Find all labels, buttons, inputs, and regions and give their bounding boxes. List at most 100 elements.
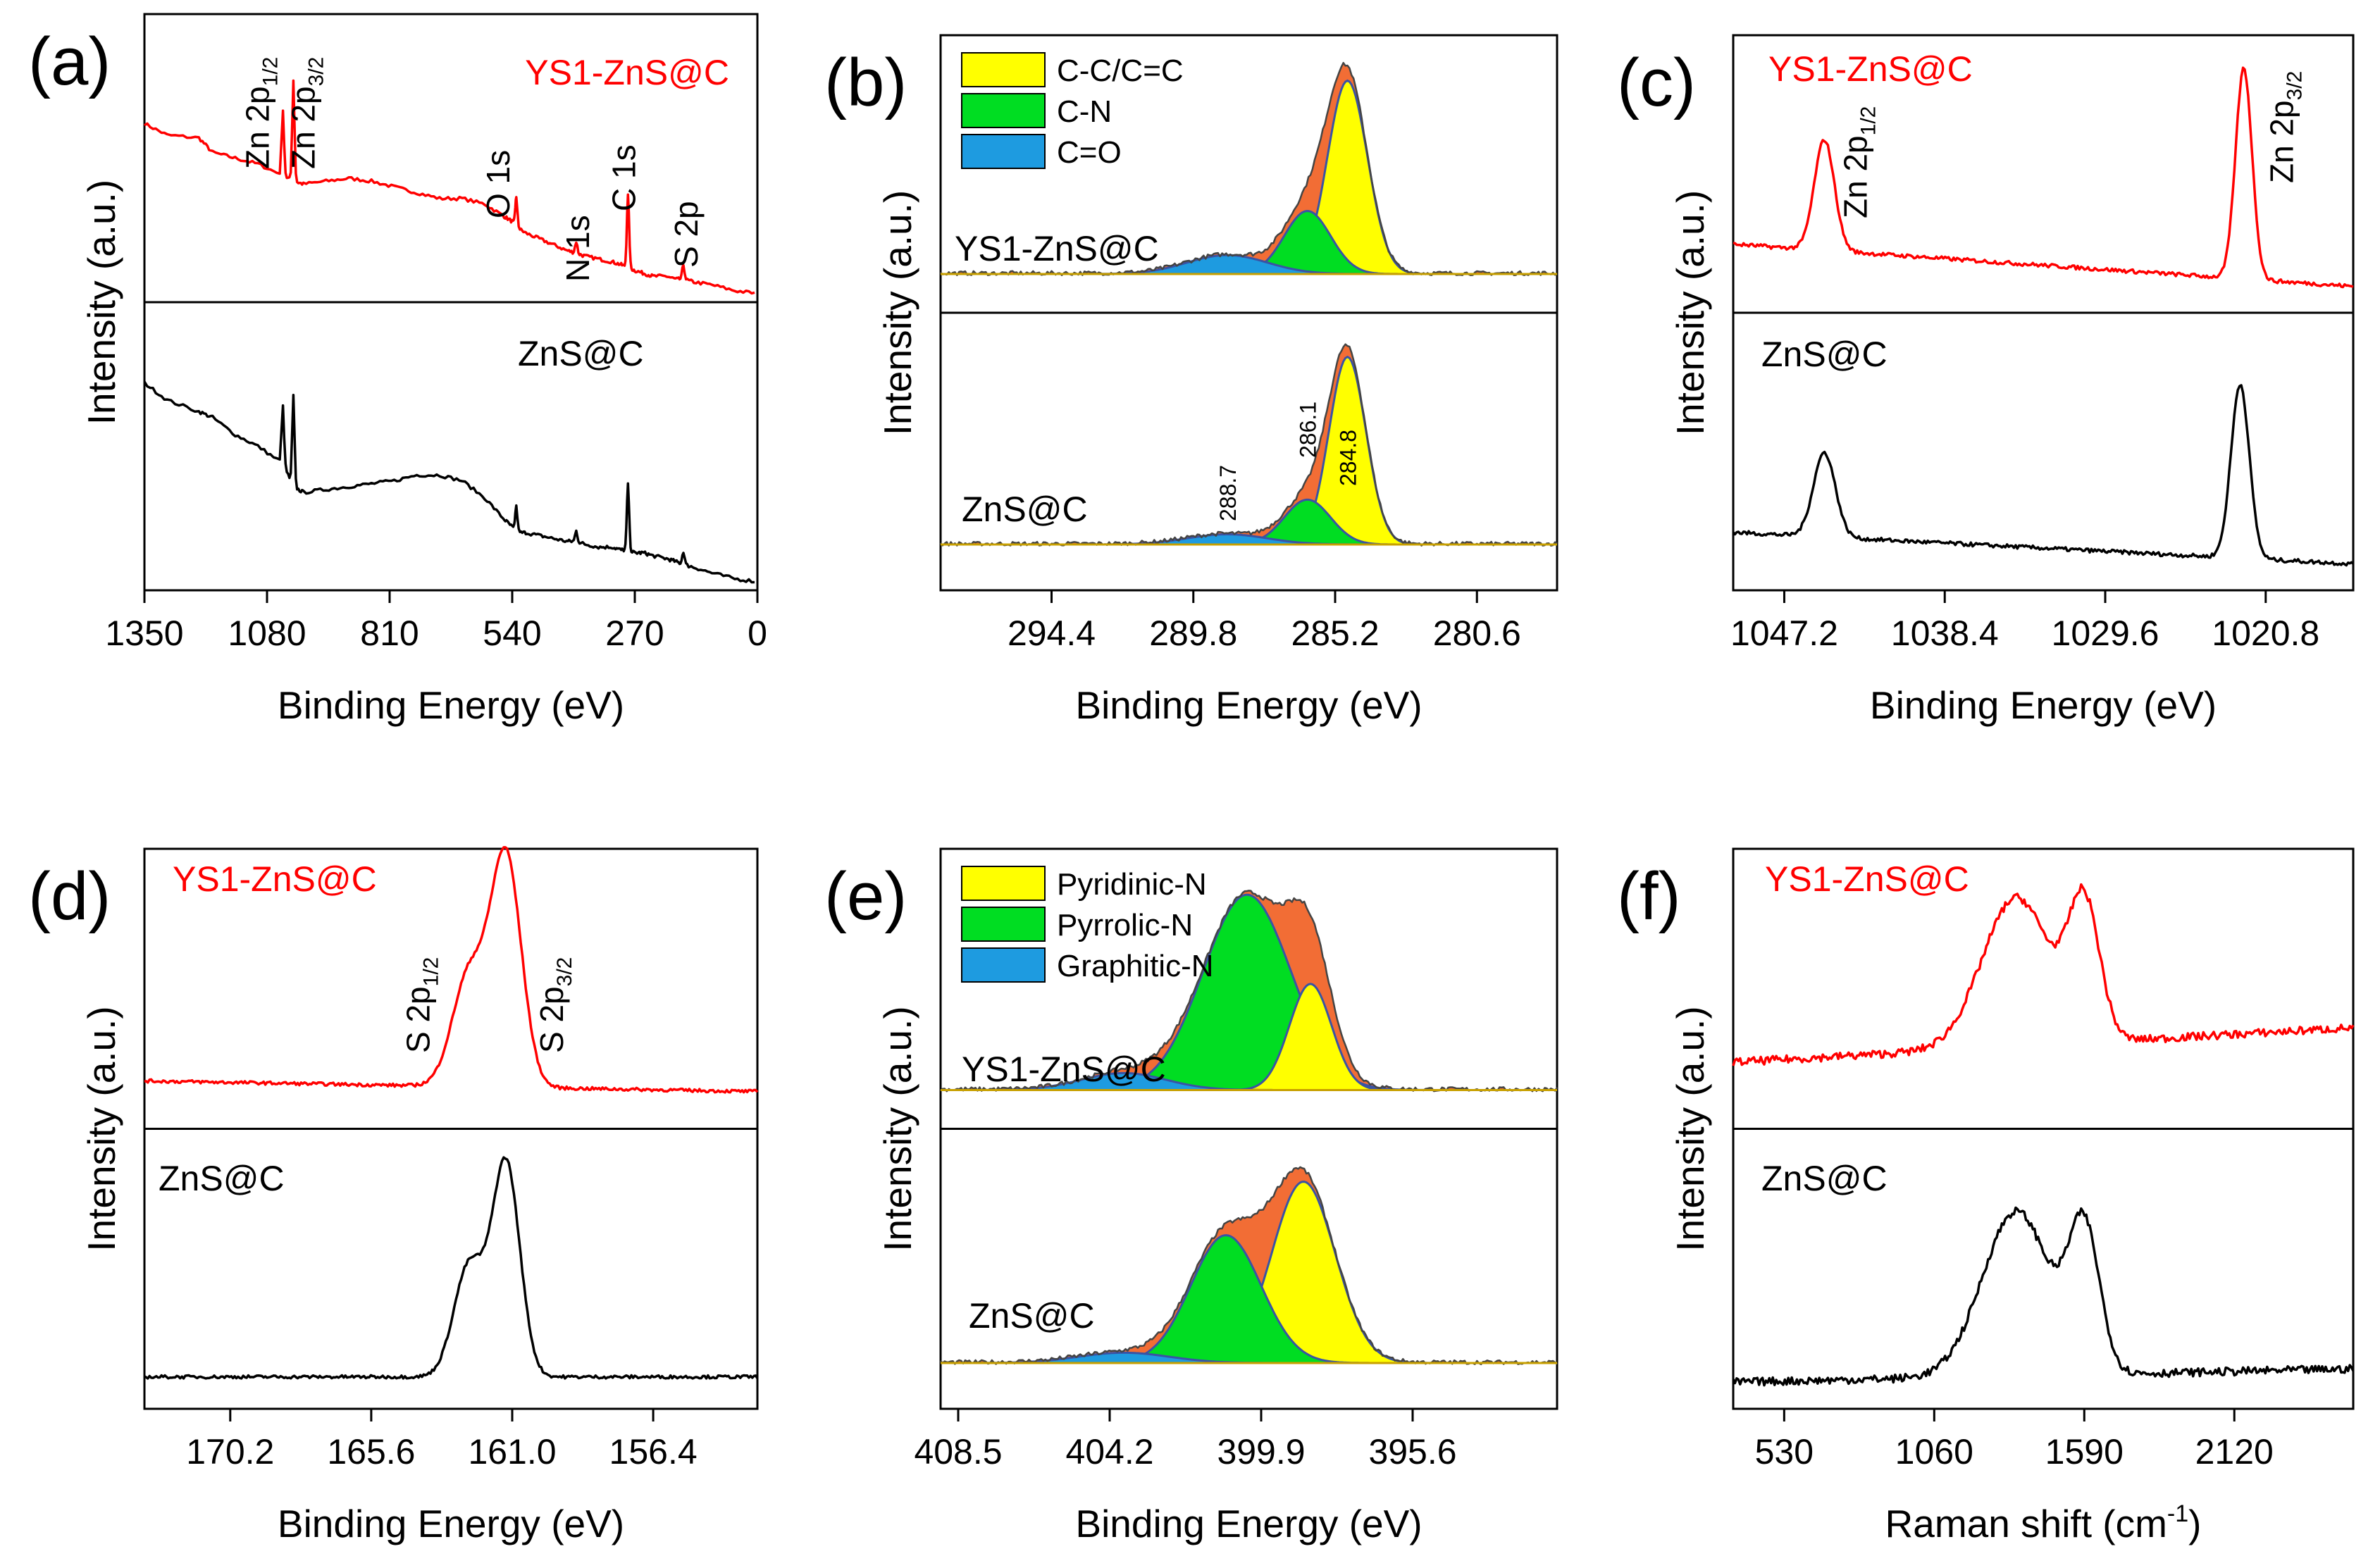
peak-label: O 1s [480,150,516,218]
peak-label: C 1s [605,144,642,211]
x-axis-label-end: ) [2188,1502,2201,1545]
x-axis-label-text: Binding Energy (eV) [1075,1502,1422,1545]
x-tick-label: 156.4 [609,1432,698,1471]
x-axis-label: Binding Energy (eV) [1075,1502,1422,1545]
peak-label-main: Zn 2p [240,86,276,169]
x-tick-label: 810 [360,614,419,653]
panel-letter: (a) [28,24,111,99]
x-tick-label: 1060 [1895,1432,1973,1471]
series-label: YS1-ZnS@C [1765,859,1969,899]
x-tick-label: 1047.2 [1730,614,1838,653]
x-tick-label: 1350 [105,614,183,653]
series-label: ZnS@C [1761,1159,1888,1198]
x-tick-label: 270 [605,614,664,653]
series-label: ZnS@C [1761,335,1888,374]
panel-b: (b) Intensity (a.u.) 294.4 289.8 285.2 280.6 B… [824,34,1558,727]
panel-c: (c) Intensity (a.u.) 1047.2 1038.4 1029.6 102… [1617,34,2355,727]
peak-label: Zn 2p1/2 [240,57,283,169]
series-label: ZnS@C [159,1159,285,1198]
x-tick-label: 289.8 [1149,614,1237,653]
peak-label-main: O 1s [480,150,516,218]
x-tick-label: 165.6 [327,1432,415,1471]
y-axis-label: Intensity (a.u.) [80,180,123,425]
series-label: ZnS@C [518,334,644,373]
x-tick-label: 1020.8 [2212,614,2319,653]
series-label: YS1-ZnS@C [955,229,1159,268]
series-line [143,380,755,584]
peak-label-main: S 2p [668,201,705,268]
peak-position-label: 288.7 [1215,465,1241,521]
legend-swatch [961,907,1046,942]
x-tick-label: 285.2 [1291,614,1379,653]
y-axis-label: Intensity (a.u.) [876,1006,919,1251]
x-tick-label: 170.2 [186,1432,274,1471]
legend-swatch [961,947,1046,983]
x-tick-label: 1038.4 [1891,614,1999,653]
peak-label: Zn 2p1/2 [1837,106,1880,218]
x-tick-label: 404.2 [1065,1432,1153,1471]
series-line [1732,1206,2355,1387]
peak-label: Zn 2p3/2 [285,57,328,169]
peak-label-main: N 1s [559,215,596,282]
panel-f: (f) Intensity (a.u.) 530 1060 1590 2120 Raman … [1617,847,2355,1545]
legend-label: C=O [1057,135,1122,170]
peak-position-label: 286.1 [1296,402,1321,458]
y-axis-label: Intensity (a.u.) [80,1006,123,1251]
peak-label-sub: 3/2 [304,57,328,87]
panel-letter: (b) [824,45,907,120]
legend-swatch [961,93,1046,128]
legend-swatch [961,866,1046,901]
x-axis-label-text: Binding Energy (eV) [1870,683,2217,727]
panel-e: (e) Intensity (a.u.) 408.5 404.2 399.9 395.6 B… [824,847,1558,1545]
raw-data-line [940,890,1558,1093]
legend-label: C-C/C=C [1057,54,1184,88]
panel-letter: (d) [28,859,111,934]
x-axis-label: Binding Energy (eV) [1870,683,2217,727]
series-label: ZnS@C [969,1296,1095,1336]
panel-letter: (c) [1617,45,1696,120]
legend-label: Graphitic-N [1057,949,1214,983]
peak-label-sub: 1/2 [419,957,442,987]
x-axis-label-text: Binding Energy (eV) [278,683,624,727]
series-line [1732,883,2355,1066]
x-axis-label: Binding Energy (eV) [1075,683,1422,727]
peak-label: S 2p1/2 [399,957,442,1053]
peak-label-main: S 2p [399,986,436,1053]
y-axis-label: Intensity (a.u.) [1668,1006,1712,1251]
series-line [1733,66,2354,289]
x-tick-label: 1080 [228,614,306,653]
x-axis-label-sup: -1 [2167,1500,2188,1527]
x-tick-label: 294.4 [1008,614,1096,653]
peak-label-main: Zn 2p [2264,100,2300,183]
legend-swatch [961,134,1046,169]
y-axis-label: Intensity (a.u.) [876,190,919,435]
peak-label-main: S 2p [533,986,570,1053]
peak-label-main: Zn 2p [285,86,321,169]
series-label: ZnS@C [962,490,1088,529]
panel-letter: (e) [824,859,907,934]
x-axis-label: Binding Energy (eV) [278,1502,624,1545]
y-axis-label: Intensity (a.u.) [1668,190,1712,435]
peak-label: S 2p3/2 [533,957,576,1053]
panel-d: (d) Intensity (a.u.) 170.2 165.6 161.0 156.4 B… [28,846,759,1545]
x-tick-label: 408.5 [914,1432,1002,1471]
x-axis-label-text: Binding Energy (eV) [1075,683,1422,727]
x-tick-label: 161.0 [468,1432,556,1471]
legend-label: C-N [1057,94,1112,129]
x-tick-label: 530 [1755,1432,1814,1471]
peak-label-main: C 1s [605,144,642,211]
x-axis-label-text: Binding Energy (eV) [278,1502,624,1545]
x-tick-label: 540 [483,614,541,653]
peak-label: S 2p [668,201,705,268]
peak-label-sub: 1/2 [1857,106,1880,136]
raw-data-line [940,1166,1558,1366]
legend-label: Pyrrolic-N [1057,908,1193,942]
peak-label-main: Zn 2p [1837,135,1873,218]
series-label: YS1-ZnS@C [962,1050,1166,1089]
panel-a: (a) Intensity (a.u.) 1350 1080 810 540 270 0 Bin… [28,13,767,727]
series-line [144,79,755,295]
panel-letter: (f) [1617,859,1681,934]
peak-label: Zn 2p3/2 [2264,71,2307,183]
peak-position-label: 284.8 [1336,430,1361,486]
